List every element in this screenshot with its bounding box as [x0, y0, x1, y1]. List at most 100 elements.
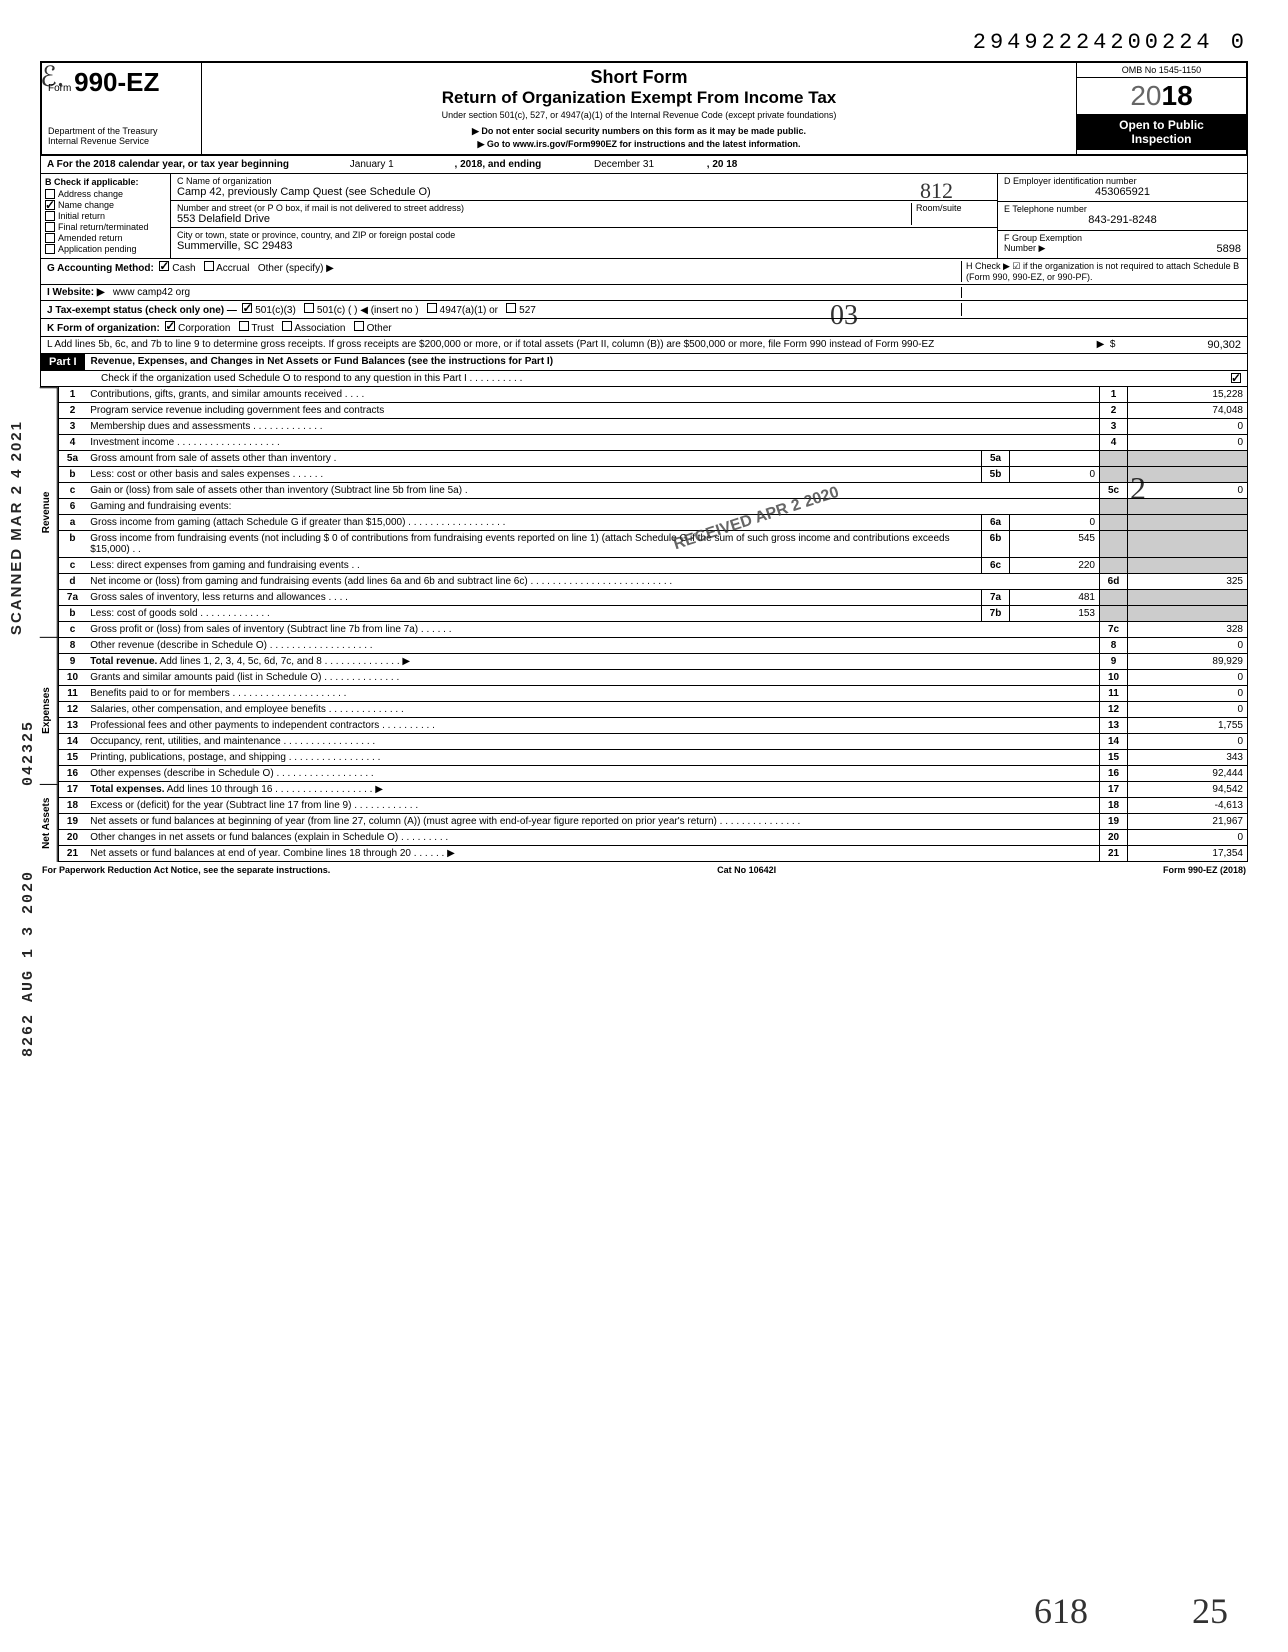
- line-col-number: 16: [1100, 766, 1128, 782]
- form-number: 990-EZ: [74, 67, 159, 97]
- line-row: 5aGross amount from sale of assets other…: [58, 451, 1247, 467]
- line-desc: Total revenue. Add lines 1, 2, 3, 4, 5c,…: [86, 654, 1099, 670]
- colb-label: Application pending: [58, 244, 137, 254]
- line-row: 20Other changes in net assets or fund ba…: [58, 830, 1247, 846]
- line-col-value: 0: [1128, 435, 1248, 451]
- line-row: 8Other revenue (describe in Schedule O) …: [58, 638, 1247, 654]
- g-accrual-checkbox[interactable]: [204, 261, 214, 271]
- line-col-value: 0: [1128, 638, 1248, 654]
- line-col-number: 4: [1100, 435, 1128, 451]
- line-desc: Gross amount from sale of assets other t…: [86, 451, 981, 467]
- line-col-value: 0: [1128, 734, 1248, 750]
- line-sub-value: 153: [1010, 606, 1100, 622]
- j-501c3-checkbox[interactable]: [242, 303, 252, 313]
- line-row: 9Total revenue. Add lines 1, 2, 3, 4, 5c…: [58, 654, 1247, 670]
- line-row: aGross income from gaming (attach Schedu…: [58, 515, 1247, 531]
- g-cash-label: Cash: [172, 263, 195, 274]
- colb-item: Final return/terminated: [45, 222, 166, 232]
- addr-value: 553 Delafield Drive: [177, 213, 907, 225]
- handwritten-03: 03: [830, 300, 858, 332]
- g-accrual-label: Accrual: [216, 263, 249, 274]
- line-number: 17: [58, 782, 86, 798]
- line-col-number: 6d: [1100, 574, 1128, 590]
- city-value: Summerville, SC 29483: [177, 240, 991, 252]
- line-col-value: 89,929: [1128, 654, 1248, 670]
- footer-left: For Paperwork Reduction Act Notice, see …: [42, 865, 330, 875]
- j-4947-checkbox[interactable]: [427, 303, 437, 313]
- ein-label: D Employer identification number: [1004, 176, 1241, 186]
- stamp-scanned: SCANNED MAR 2 4 2021: [8, 420, 25, 635]
- j-527-checkbox[interactable]: [506, 303, 516, 313]
- line-number: 6: [58, 499, 86, 515]
- line-number: 2: [58, 403, 86, 419]
- line-desc: Printing, publications, postage, and shi…: [86, 750, 1099, 766]
- colb-checkbox[interactable]: [45, 200, 55, 210]
- k-other-checkbox[interactable]: [354, 321, 364, 331]
- line-row: 15Printing, publications, postage, and s…: [58, 750, 1247, 766]
- form-subtitle: Under section 501(c), 527, or 4947(a)(1)…: [212, 110, 1066, 120]
- part1-header-row: Part I Revenue, Expenses, and Changes in…: [40, 354, 1248, 371]
- colb-checkbox[interactable]: [45, 222, 55, 232]
- k-trust-checkbox[interactable]: [239, 321, 249, 331]
- line-col-number: 13: [1100, 718, 1128, 734]
- line-col-number: [1100, 590, 1128, 606]
- line-number: 7a: [58, 590, 86, 606]
- line-row: 10Grants and similar amounts paid (list …: [58, 670, 1247, 686]
- website-value: www camp42 org: [113, 287, 190, 298]
- g-cash-checkbox[interactable]: [159, 261, 169, 271]
- colb-checkbox[interactable]: [45, 233, 55, 243]
- line-number: 10: [58, 670, 86, 686]
- j-501c-checkbox[interactable]: [304, 303, 314, 313]
- line-sub-value: 0: [1010, 515, 1100, 531]
- line-desc: Other revenue (describe in Schedule O) .…: [86, 638, 1099, 654]
- line-sub-number: 6b: [982, 531, 1010, 558]
- k-assoc-label: Association: [294, 323, 345, 334]
- footer-mid: Cat No 10642I: [717, 865, 776, 875]
- k-assoc-checkbox[interactable]: [282, 321, 292, 331]
- line-desc: Occupancy, rent, utilities, and maintena…: [86, 734, 1099, 750]
- line-col-value: 15,228: [1128, 387, 1248, 403]
- l-text: L Add lines 5b, 6c, and 7b to line 9 to …: [47, 339, 1091, 351]
- line-col-number: 11: [1100, 686, 1128, 702]
- line-number: c: [58, 558, 86, 574]
- line-number: 5a: [58, 451, 86, 467]
- line-col-value: -4,613: [1128, 798, 1248, 814]
- g-label: G Accounting Method:: [47, 263, 154, 274]
- line-row: 21Net assets or fund balances at end of …: [58, 846, 1247, 862]
- line-row: 12Salaries, other compensation, and empl…: [58, 702, 1247, 718]
- line-row: 6Gaming and fundraising events:: [58, 499, 1247, 515]
- group-exemption-value: 5898: [1217, 243, 1241, 255]
- line-col-number: [1100, 467, 1128, 483]
- line-col-number: 17: [1100, 782, 1128, 798]
- line-number: 19: [58, 814, 86, 830]
- line-col-number: 2: [1100, 403, 1128, 419]
- part1-schedule-o-checkbox[interactable]: [1231, 373, 1241, 383]
- line-col-value: 21,967: [1128, 814, 1248, 830]
- h-note: H Check ▶ ☑ if the organization is not r…: [961, 261, 1241, 282]
- colb-checkbox[interactable]: [45, 244, 55, 254]
- form-header: Form 990-EZ Department of the Treasury I…: [40, 61, 1248, 156]
- line-desc: Membership dues and assessments . . . . …: [86, 419, 1099, 435]
- line-col-number: 12: [1100, 702, 1128, 718]
- line-col-value: [1128, 590, 1248, 606]
- line-desc: Grants and similar amounts paid (list in…: [86, 670, 1099, 686]
- handwritten-initial: ℰ.: [40, 60, 64, 94]
- form-note-1: ▶ Do not enter social security numbers o…: [212, 126, 1066, 137]
- colb-checkbox[interactable]: [45, 211, 55, 221]
- line-row: 16Other expenses (describe in Schedule O…: [58, 766, 1247, 782]
- line-col-number: [1100, 606, 1128, 622]
- part1-check-text: Check if the organization used Schedule …: [101, 373, 1231, 384]
- colb-label: Amended return: [58, 233, 123, 243]
- handwritten-2: 2: [1130, 470, 1146, 507]
- dept-label: Department of the Treasury: [48, 126, 195, 136]
- identity-block: B Check if applicable: Address changeNam…: [40, 174, 1248, 259]
- stamp-routing1: 042325: [20, 720, 37, 786]
- colb-item: Initial return: [45, 211, 166, 221]
- k-corp-checkbox[interactable]: [165, 321, 175, 331]
- part1-title: Revenue, Expenses, and Changes in Net As…: [85, 354, 1247, 370]
- j-4947-label: 4947(a)(1) or: [440, 305, 498, 316]
- line-col-number: 1: [1100, 387, 1128, 403]
- i-label: I Website: ▶: [47, 287, 105, 298]
- col-c-org-info: C Name of organization Camp 42, previous…: [171, 174, 997, 258]
- line-col-number: 8: [1100, 638, 1128, 654]
